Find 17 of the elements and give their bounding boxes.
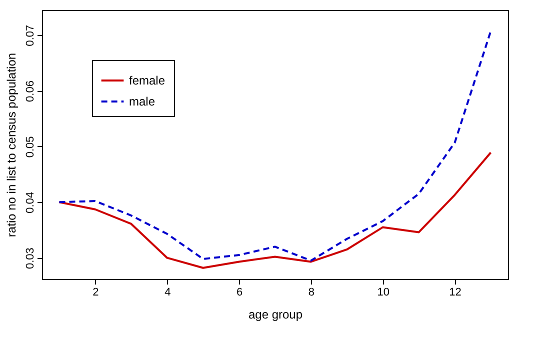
y-tick-label: 0.03 (24, 248, 36, 270)
x-tick-label: 2 (92, 286, 99, 298)
legend-label: female (129, 74, 166, 88)
y-tick-label: 0.04 (24, 192, 36, 214)
y-tick-label: 0.07 (24, 24, 36, 46)
y-tick-label: 0.05 (24, 136, 36, 158)
x-tick-label: 12 (449, 286, 462, 298)
x-tick-label: 8 (308, 286, 315, 298)
x-tick-label: 4 (164, 286, 171, 298)
x-axis-title: age group (248, 308, 303, 322)
line-series (58, 152, 492, 269)
line-series (58, 30, 492, 262)
x-tick-label: 10 (377, 286, 390, 298)
y-axis-title: ratio no in list to census population (4, 52, 18, 238)
y-tick-label: 0.06 (24, 80, 36, 102)
x-tick-label: 6 (236, 286, 243, 298)
legend-label: male (129, 94, 156, 108)
